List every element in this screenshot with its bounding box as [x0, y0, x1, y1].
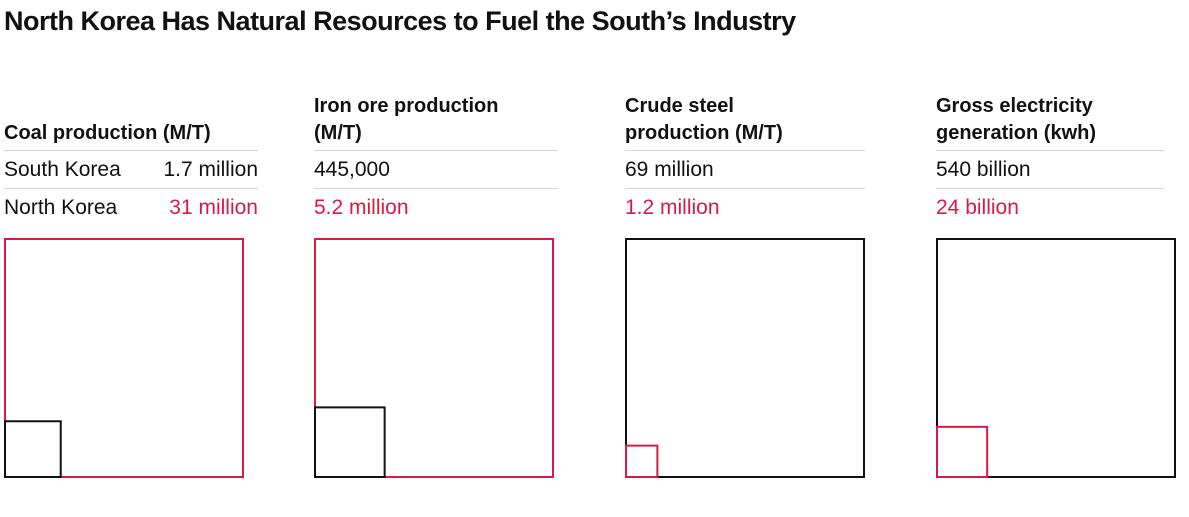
south-korea-square — [936, 238, 1176, 478]
south-korea-square — [314, 406, 386, 478]
north-value: 5.2 million — [314, 196, 409, 219]
north-value: 1.2 million — [625, 196, 720, 219]
row-label-north: North Korea — [4, 196, 118, 219]
north-korea-row: North Korea 31 million — [4, 188, 258, 227]
north-korea-row: 5.2 million — [314, 188, 558, 227]
panel-title: Iron ore production (M/T) — [314, 95, 499, 144]
chart-title: North Korea Has Natural Resources to Fue… — [4, 6, 796, 36]
north-value: 31 million — [169, 196, 258, 219]
area-squares — [4, 238, 244, 479]
north-value: 24 billion — [936, 196, 1019, 219]
north-korea-square — [4, 238, 244, 478]
south-korea-row: 445,000 — [314, 150, 558, 189]
north-korea-row: 24 billion — [936, 188, 1164, 227]
south-value: 1.7 million — [163, 158, 258, 181]
south-korea-square — [625, 238, 865, 478]
south-korea-row: 540 billion — [936, 150, 1164, 189]
panel-title: Coal production (M/T) — [4, 122, 211, 144]
south-korea-row: South Korea 1.7 million — [4, 150, 258, 189]
area-squares — [314, 238, 554, 478]
south-value: 69 million — [625, 158, 714, 181]
area-squares — [625, 238, 865, 479]
north-korea-row: 1.2 million — [625, 188, 865, 227]
south-value: 445,000 — [314, 158, 390, 181]
area-squares — [936, 238, 1176, 478]
panel-title: Gross electricity generation (kwh) — [936, 95, 1097, 144]
north-korea-square — [625, 444, 659, 479]
row-label-south: South Korea — [4, 158, 121, 181]
north-korea-square — [314, 238, 554, 478]
south-value: 540 billion — [936, 158, 1031, 181]
panel-title: Crude steel production (M/T) — [625, 95, 783, 144]
south-korea-square — [4, 420, 62, 479]
south-korea-row: 69 million — [625, 150, 865, 189]
north-korea-square — [936, 425, 989, 478]
